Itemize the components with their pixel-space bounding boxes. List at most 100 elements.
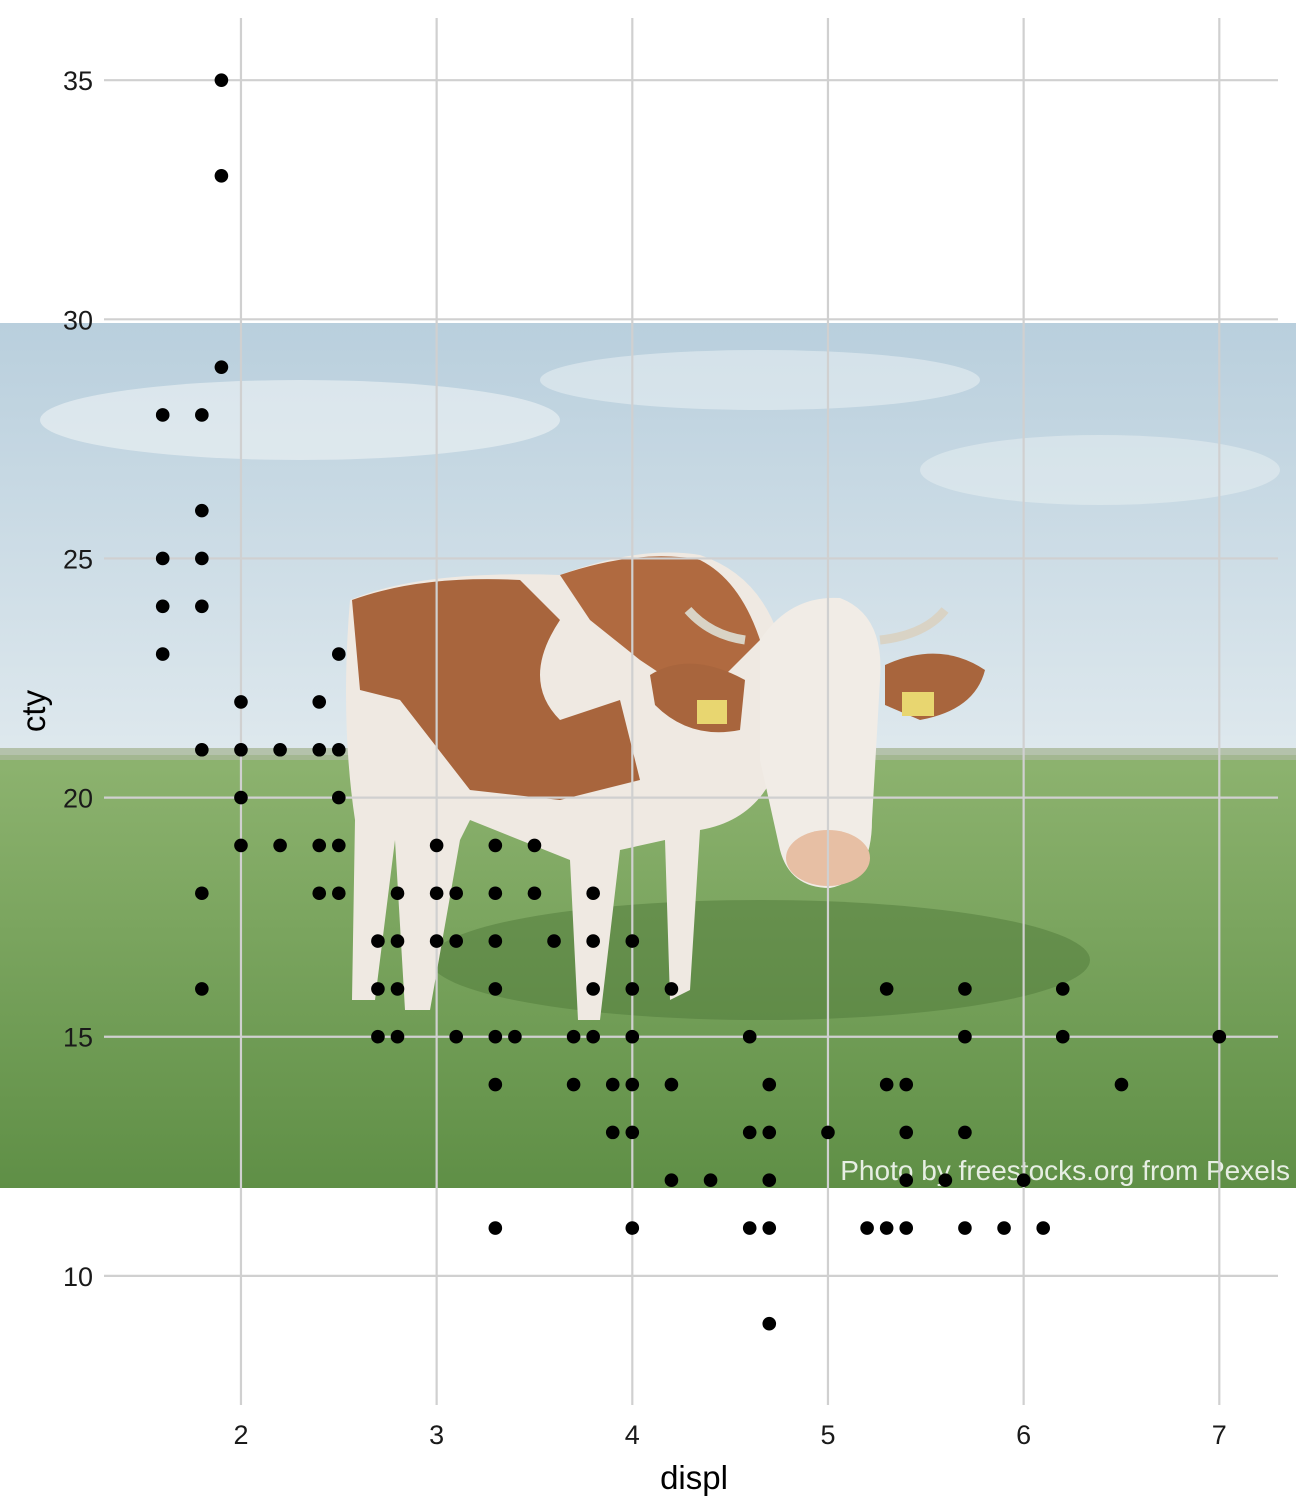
data-point [214,169,229,183]
data-point [390,982,405,996]
data-point [195,551,209,566]
data-point [527,886,542,901]
data-point [371,982,385,996]
y-tick-labels: 10 15 20 25 30 35 [63,66,93,1292]
data-point [1055,1029,1070,1044]
data-point [547,934,561,948]
data-point [371,1029,385,1044]
data-point [899,1173,914,1188]
y-tick-label: 30 [63,305,93,335]
data-point [195,408,209,422]
y-tick-label: 10 [63,1262,93,1292]
data-point [332,886,346,901]
photo-credit: Photo by freestocks.org from Pexels [840,1155,1290,1186]
data-point [195,503,209,518]
data-point [1114,1077,1129,1092]
data-point [195,742,209,757]
data-point [488,1077,503,1092]
data-point [938,1173,953,1188]
cow-figure [346,552,985,1020]
data-point [664,982,679,996]
data-point [742,1125,757,1140]
data-point [488,1221,503,1235]
data-point [742,1221,757,1235]
data-point [958,982,972,996]
data-point [586,934,600,948]
data-point [625,1077,640,1092]
data-point [234,695,248,709]
data-point [566,1077,581,1092]
y-tick-label: 35 [63,66,93,96]
data-point [312,886,327,901]
data-point [566,1029,581,1044]
data-point [508,1029,522,1044]
y-tick-label: 20 [63,784,93,814]
data-point [449,886,464,901]
x-tick-label: 5 [820,1420,835,1450]
data-point [155,599,170,614]
data-point [234,790,248,805]
data-point [860,1221,874,1235]
data-point [488,886,503,901]
data-point [195,982,209,996]
y-tick-label: 25 [63,544,93,574]
data-point [332,742,346,757]
data-point [273,742,287,757]
data-point [586,982,600,996]
data-point [899,1077,914,1092]
data-point [703,1173,718,1188]
data-point [1212,1029,1227,1044]
data-point [899,1125,914,1140]
data-point [488,1029,503,1044]
data-point [762,1077,777,1092]
data-point [527,838,542,853]
data-point [312,838,327,853]
data-point [155,551,170,566]
data-point [488,838,503,853]
data-point [625,982,640,996]
data-point [958,1125,972,1140]
data-point [1016,1173,1031,1188]
data-point [488,982,503,996]
data-point [429,886,444,901]
data-point [664,1173,679,1188]
x-tick-label: 6 [1016,1420,1031,1450]
data-point [664,1077,679,1092]
grid-lines [104,18,1278,1405]
data-point [390,886,405,901]
data-point [605,1077,620,1092]
data-point [958,1029,972,1044]
data-point [155,647,170,661]
background-photo: Photo by freestocks.org from Pexels [0,323,1296,1188]
data-points [155,73,1227,1331]
data-point [234,838,248,853]
data-point [625,1221,640,1235]
data-point [155,408,170,422]
data-point [742,1029,757,1044]
data-point [879,1221,894,1235]
data-point [429,838,444,853]
data-point [879,982,894,996]
data-point [997,1221,1011,1235]
x-tick-label: 2 [233,1420,248,1450]
x-tick-label: 3 [429,1420,444,1450]
x-tick-labels: 2 3 4 5 6 7 [233,1420,1226,1450]
data-point [273,838,287,853]
data-point [234,742,248,757]
x-tick-label: 4 [625,1420,640,1450]
data-point [762,1221,777,1235]
data-point [312,742,327,757]
data-point [958,1221,972,1235]
data-point [312,695,327,709]
data-point [332,790,346,805]
data-point [195,599,209,614]
data-point [762,1125,777,1140]
data-point [586,886,600,901]
data-point [214,360,229,374]
data-point [390,934,405,948]
data-point [762,1173,777,1188]
data-point [371,934,385,948]
data-point [214,73,229,87]
y-tick-label: 15 [63,1023,93,1053]
